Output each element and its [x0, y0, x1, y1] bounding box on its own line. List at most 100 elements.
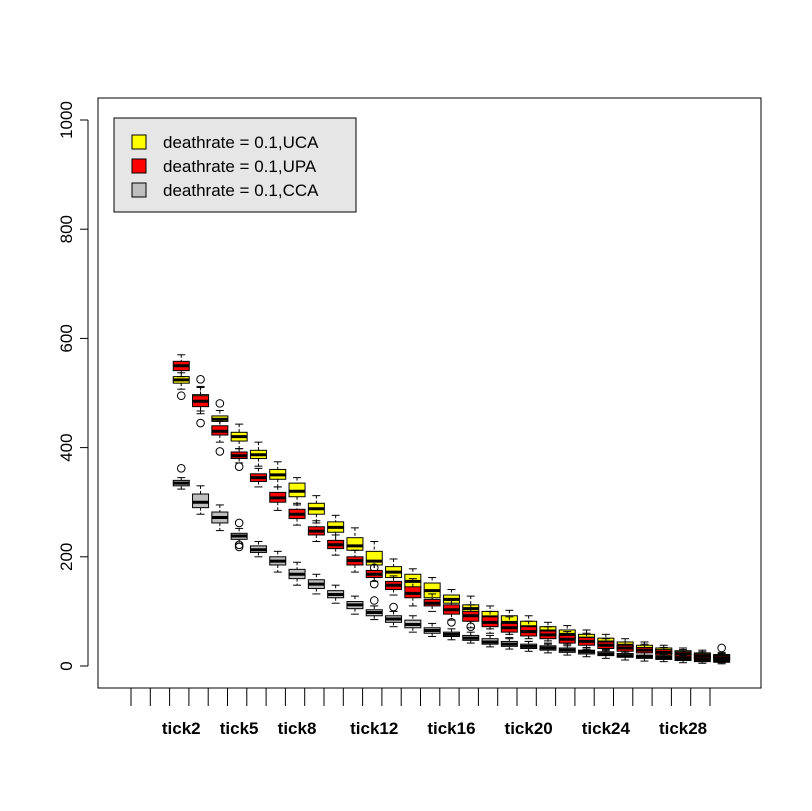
outlier-point — [234, 518, 244, 528]
outlier-point — [215, 399, 225, 408]
x-tick-label: tick8 — [278, 719, 317, 738]
x-tick-label: tick16 — [427, 719, 475, 738]
box — [442, 599, 460, 627]
outlier-point — [196, 375, 205, 384]
legend-label: deathrate = 0.1,UPA — [163, 157, 317, 176]
box — [404, 615, 422, 633]
outlier-point — [369, 596, 379, 605]
y-tick-label: 400 — [57, 433, 76, 461]
box — [385, 610, 403, 628]
outlier-point — [717, 643, 726, 653]
legend: deathrate = 0.1,UCA deathrate = 0.1,UPA de… — [113, 117, 357, 213]
x-tick-label: tick5 — [220, 719, 259, 738]
outlier-point — [196, 418, 205, 428]
legend-label: deathrate = 0.1,CCA — [163, 181, 319, 200]
box — [172, 464, 190, 490]
series-3 — [172, 464, 731, 665]
y-axis: 0 200 400 600 800 1000 — [57, 101, 89, 671]
box — [346, 595, 364, 615]
outlier-point — [215, 447, 225, 456]
box — [423, 622, 441, 638]
box — [249, 541, 267, 558]
box — [365, 605, 383, 621]
box — [597, 649, 615, 659]
y-tick-label: 600 — [57, 324, 76, 352]
box — [172, 372, 190, 401]
box — [365, 564, 383, 605]
legend-swatch — [131, 182, 147, 198]
box — [635, 652, 653, 662]
legend-box — [113, 117, 357, 213]
y-tick-label: 800 — [57, 215, 76, 243]
x-tick-label: tick20 — [505, 719, 553, 738]
box — [269, 461, 287, 488]
box — [578, 647, 596, 658]
box — [558, 645, 576, 656]
box — [327, 534, 345, 556]
box — [249, 467, 267, 488]
y-tick-label: 200 — [57, 543, 76, 571]
box — [520, 640, 538, 652]
x-tick-label: tick24 — [582, 719, 631, 738]
series-2 — [172, 354, 731, 664]
box — [442, 628, 460, 641]
x-tick-label: tick12 — [350, 719, 398, 738]
outlier-point — [234, 542, 244, 552]
chart-marks — [172, 354, 731, 665]
outlier-point — [176, 391, 186, 401]
legend-swatch — [131, 134, 147, 150]
box — [462, 631, 480, 644]
outlier-point — [176, 464, 186, 473]
box — [269, 486, 287, 511]
box — [269, 550, 287, 573]
box — [327, 584, 345, 604]
outlier-point — [369, 579, 379, 589]
box — [500, 616, 518, 639]
box — [481, 610, 499, 634]
box — [674, 655, 692, 664]
x-tick-label: tick2 — [162, 719, 201, 738]
box — [211, 504, 229, 532]
box — [693, 656, 711, 664]
x-axis: tick2 tick5 tick8 tick12 tick16 tick20 tick24 t… — [130, 688, 711, 738]
box — [211, 420, 229, 443]
box — [307, 573, 325, 595]
plot-frame — [97, 97, 762, 689]
box — [481, 634, 499, 648]
box — [713, 657, 731, 665]
box — [307, 520, 325, 543]
box — [288, 561, 306, 586]
legend-label: deathrate = 0.1,UCA — [163, 133, 319, 152]
box — [520, 620, 538, 642]
box-body — [346, 537, 364, 551]
outlier-point — [447, 618, 456, 627]
outlier-point — [389, 602, 398, 612]
box — [346, 527, 364, 559]
box — [346, 549, 364, 573]
box — [249, 441, 267, 467]
box — [192, 485, 210, 515]
outlier-point — [234, 540, 244, 550]
box — [404, 578, 422, 607]
box — [500, 638, 518, 650]
box — [462, 604, 480, 631]
box — [230, 518, 248, 552]
legend-swatch — [131, 158, 147, 174]
box — [230, 448, 248, 472]
box — [578, 632, 596, 651]
box — [172, 354, 190, 378]
y-tick-label: 0 — [57, 661, 76, 670]
box-body — [365, 550, 383, 566]
box — [539, 642, 557, 654]
box — [655, 654, 673, 663]
box — [307, 495, 325, 524]
box — [616, 650, 634, 661]
box — [327, 514, 345, 541]
box — [423, 593, 441, 612]
x-tick-label: tick28 — [659, 719, 707, 738]
box — [539, 626, 557, 645]
box — [192, 387, 210, 415]
box — [385, 575, 403, 612]
outlier-point — [466, 622, 476, 631]
